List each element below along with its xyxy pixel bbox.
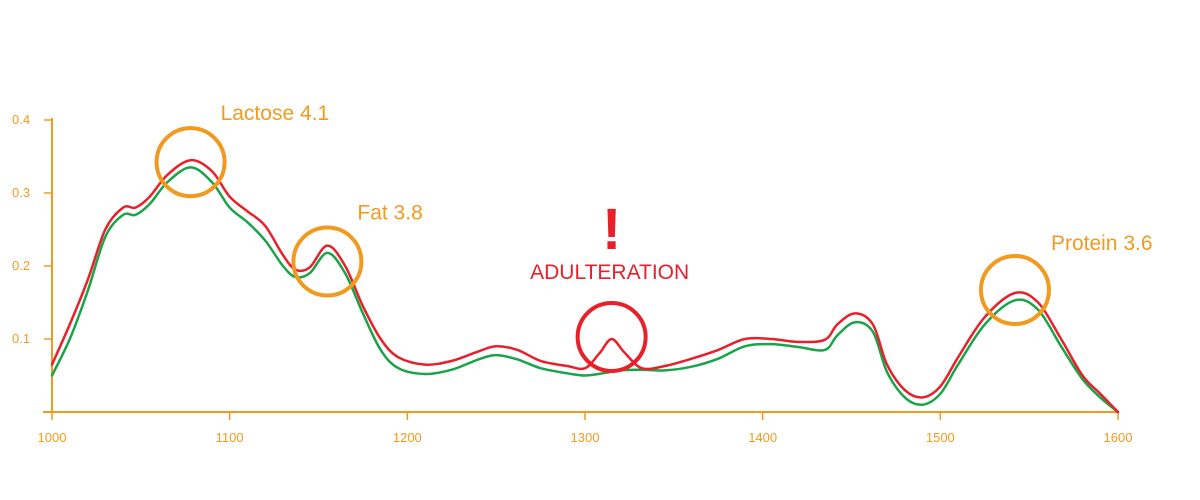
highlight-circle xyxy=(291,225,364,298)
series-line-red xyxy=(50,158,1120,414)
axes: 0.1 0.2 0.3 0.4 1000 1100 1200 1300 1400 1500 1600 xyxy=(12,112,1132,445)
adulteration-label: ADULTERATION xyxy=(530,261,689,284)
y-tick-label: 0.3 xyxy=(12,185,30,200)
adulteration-exclamation: ! xyxy=(602,197,621,262)
x-tick-label: 1200 xyxy=(393,430,422,445)
highlight-circles xyxy=(154,126,1051,373)
x-tick-label: 1100 xyxy=(216,430,244,445)
series-lines xyxy=(50,158,1120,414)
y-tick-label: 0.4 xyxy=(12,112,30,127)
adulteration-circle xyxy=(575,301,648,373)
x-tick-label: 1000 xyxy=(38,430,67,445)
x-tick-label: 1600 xyxy=(1104,430,1133,445)
y-tick-label: 0.1 xyxy=(12,331,30,346)
series-line-green xyxy=(50,166,1120,414)
highlight-circle xyxy=(978,254,1051,327)
annotation-labels: Lactose 4.1 Fat 3.8 Protein 3.6!ADULTERATI… xyxy=(221,102,1153,284)
x-tick-label: 1500 xyxy=(926,430,955,445)
y-tick-label: 0.2 xyxy=(12,258,30,273)
highlight-circle xyxy=(154,126,227,199)
x-tick-label: 1300 xyxy=(571,430,600,445)
annotation-label: Fat 3.8 xyxy=(357,202,422,225)
x-tick-label: 1400 xyxy=(748,430,777,445)
annotation-label: Protein 3.6 xyxy=(1051,232,1153,255)
annotation-label: Lactose 4.1 xyxy=(221,102,330,125)
